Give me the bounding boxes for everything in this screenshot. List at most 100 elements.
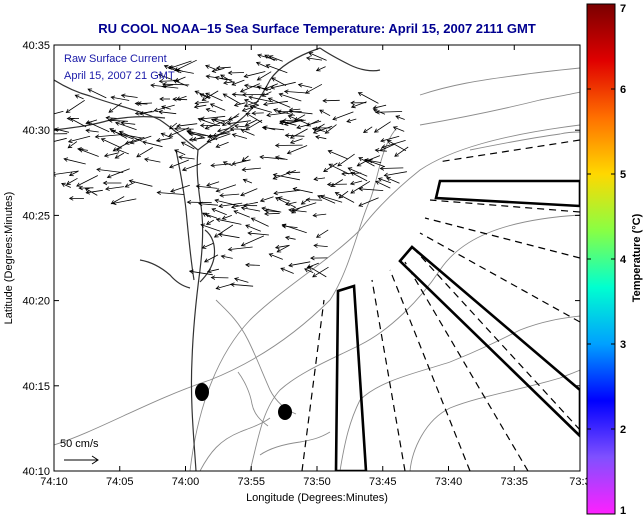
current-vector [67, 135, 91, 144]
current-vector [244, 119, 258, 127]
current-vector [332, 111, 354, 121]
current-vector [373, 121, 391, 133]
current-vector [68, 171, 78, 177]
current-vector [281, 223, 307, 234]
x-tick-label: 73:50 [303, 476, 331, 488]
current-vector [65, 99, 85, 113]
current-vector [274, 244, 290, 250]
current-vector [114, 152, 125, 159]
coastline-path [197, 47, 321, 151]
current-vector [377, 177, 392, 184]
current-vector [266, 112, 289, 118]
current-vector [311, 127, 325, 132]
current-vector [143, 157, 161, 163]
bathymetry-contour [215, 299, 297, 415]
current-vector [240, 206, 261, 212]
current-vector [231, 159, 251, 166]
y-axis-label: Latitude (Degrees:Minutes) [3, 192, 15, 325]
current-vector [169, 122, 178, 130]
current-vector [386, 139, 407, 152]
current-vector [211, 68, 225, 73]
current-vector [85, 189, 103, 195]
radial-line [424, 217, 580, 259]
current-vector [259, 196, 274, 203]
current-vector [178, 155, 195, 160]
current-vector [313, 176, 326, 182]
current-vector [265, 64, 288, 74]
current-vector [315, 135, 327, 140]
current-vector [306, 262, 319, 269]
current-vector [271, 77, 287, 86]
current-vector [111, 198, 137, 206]
current-vector [162, 82, 190, 87]
current-vector [261, 91, 272, 97]
current-vector [293, 114, 306, 122]
current-vector [288, 261, 311, 268]
bathymetry-contour [419, 91, 580, 126]
current-vector [255, 61, 270, 69]
current-vector [105, 186, 124, 191]
current-vector [204, 119, 228, 130]
current-vector [285, 201, 297, 206]
current-vector [262, 100, 288, 107]
y-axis-tick-labels: 40:35 40:30 40:25 40:20 40:15 40:10 [22, 40, 50, 478]
current-vector [250, 217, 269, 227]
current-vector [222, 161, 233, 167]
current-vector [214, 198, 240, 207]
current-vector [275, 197, 297, 208]
bathymetry-contour [409, 369, 580, 471]
current-vector [96, 167, 124, 173]
current-vector [174, 76, 186, 82]
current-vector [287, 114, 310, 125]
current-vector [221, 215, 232, 220]
current-vector [350, 171, 368, 182]
x-tick-label: 74:00 [172, 476, 200, 488]
y-tick-label: 40:15 [22, 381, 50, 393]
y-tick-label: 40:35 [22, 40, 50, 52]
surface-current-vectors [54, 52, 409, 290]
current-vector [243, 203, 258, 208]
current-vector [215, 283, 233, 290]
colorbar-ticks [587, 3, 615, 515]
current-vector [214, 75, 228, 81]
bathymetry-contour [189, 124, 580, 471]
current-vector [210, 118, 225, 125]
current-vector [297, 83, 313, 88]
current-vector [193, 104, 207, 109]
current-vector [280, 267, 294, 274]
current-vector [103, 152, 119, 158]
current-vector [54, 133, 68, 135]
current-vector [168, 127, 190, 137]
current-vector [219, 193, 240, 198]
current-vector [347, 167, 368, 177]
inset-line-2: April 15, 2007 21 GMT [64, 70, 175, 82]
current-vector [220, 254, 233, 259]
current-vector [233, 123, 250, 129]
current-vector [245, 119, 263, 131]
current-vector [206, 268, 219, 274]
current-vector [153, 104, 175, 113]
current-vector [74, 94, 84, 100]
current-vector [251, 110, 264, 116]
current-vector [289, 128, 308, 139]
y-tick-label: 40:20 [22, 296, 50, 308]
current-vector [210, 163, 231, 168]
current-vector [395, 115, 405, 120]
current-vector [201, 243, 214, 249]
bathymetry-contour [199, 417, 271, 471]
current-vector [118, 130, 143, 142]
buoy-marker [195, 383, 209, 401]
current-vector [218, 202, 243, 209]
current-vector [364, 158, 386, 168]
current-vector [199, 123, 221, 128]
current-vector [310, 255, 328, 261]
current-vector [141, 140, 163, 148]
current-vector [223, 80, 234, 85]
current-vector [204, 213, 218, 219]
current-vector [350, 101, 367, 109]
current-vector [262, 125, 276, 131]
current-vector [312, 266, 329, 278]
current-vector [180, 141, 195, 150]
coastline-path [139, 259, 191, 289]
current-vector [205, 107, 217, 113]
